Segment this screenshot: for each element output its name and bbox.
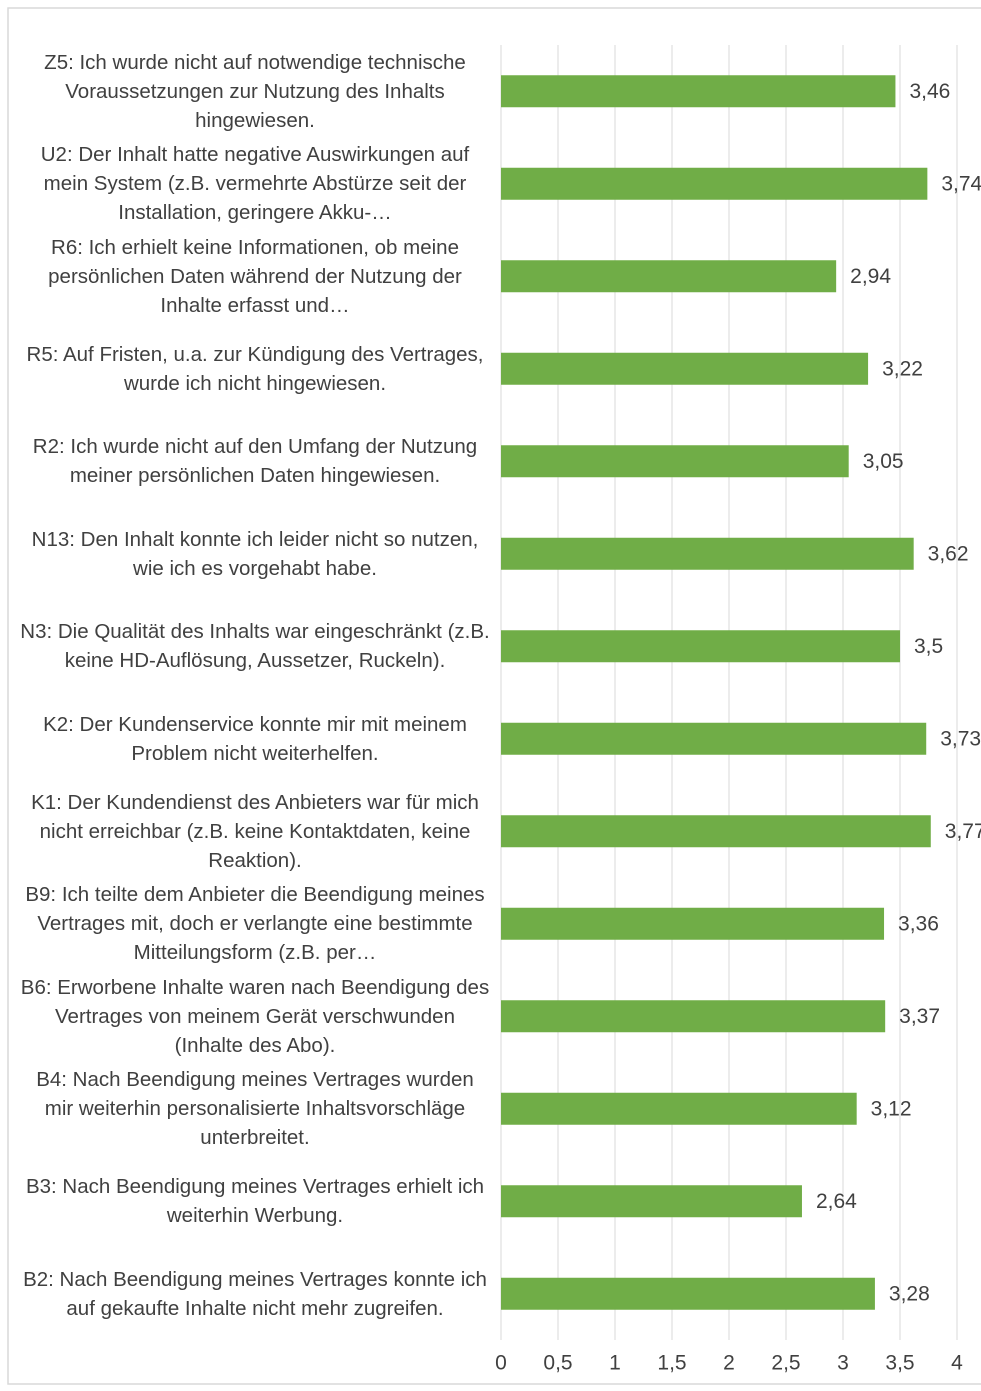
bar xyxy=(501,445,849,478)
category-text: B4: Nach Beendigung meines Vertrages wur… xyxy=(36,1068,474,1150)
bar xyxy=(501,722,927,755)
category-text: R2: Ich wurde nicht auf den Umfang der N… xyxy=(32,435,478,488)
x-tick-label: 0,5 xyxy=(543,1352,572,1375)
x-tick-label: 0 xyxy=(495,1352,507,1375)
category-text: K1: Der Kundendienst des Anbieters war f… xyxy=(31,790,479,872)
category-label: U2: Der Inhalt hatte negative Auswirkung… xyxy=(20,138,490,230)
category-text: B6: Erworbene Inhalte waren nach Beendig… xyxy=(20,975,490,1057)
value-label: 3,5 xyxy=(914,635,943,658)
category-label: N13: Den Inhalt konnte ich leider nicht … xyxy=(20,508,490,600)
category-text: B9: Ich teilte dem Anbieter die Beendigu… xyxy=(25,883,485,965)
bar xyxy=(501,815,931,848)
bar xyxy=(501,167,928,200)
bar xyxy=(501,630,900,663)
x-tick-label: 3 xyxy=(837,1352,849,1375)
x-tick-label: 1 xyxy=(609,1352,621,1375)
bar xyxy=(501,260,837,293)
category-label: B9: Ich teilte dem Anbieter die Beendigu… xyxy=(20,878,490,970)
bar xyxy=(501,1000,886,1033)
bar xyxy=(501,1277,875,1310)
value-label: 3,12 xyxy=(871,1097,912,1120)
category-label: B2: Nach Beendigung meines Vertrages kon… xyxy=(20,1248,490,1340)
value-label: 3,46 xyxy=(909,80,950,103)
category-label: B4: Nach Beendigung meines Vertrages wur… xyxy=(20,1063,490,1155)
category-text: R5: Auf Fristen, u.a. zur Kündigung des … xyxy=(26,342,484,395)
category-text: B3: Nach Beendigung meines Vertrages erh… xyxy=(25,1175,485,1228)
category-label: N3: Die Qualität des Inhalts war eingesc… xyxy=(20,600,490,692)
bar xyxy=(501,537,914,570)
x-tick-label: 4 xyxy=(951,1352,963,1375)
category-text: K2: Der Kundenservice konnte mir mit mei… xyxy=(43,712,467,765)
value-label: 3,74 xyxy=(941,172,981,195)
category-label: K2: Der Kundenservice konnte mir mit mei… xyxy=(20,693,490,785)
value-label: 3,73 xyxy=(940,727,981,750)
category-text: U2: Der Inhalt hatte negative Auswirkung… xyxy=(40,143,470,225)
value-label: 3,36 xyxy=(898,912,939,935)
category-text: B2: Nach Beendigung meines Vertrages kon… xyxy=(23,1267,487,1320)
bar xyxy=(501,1185,802,1218)
category-label: B6: Erworbene Inhalte waren nach Beendig… xyxy=(20,970,490,1062)
bar xyxy=(501,352,869,385)
value-label: 3,28 xyxy=(889,1282,930,1305)
value-label: 3,37 xyxy=(899,1005,940,1028)
category-text: N3: Die Qualität des Inhalts war eingesc… xyxy=(20,620,490,673)
x-tick-label: 3,5 xyxy=(885,1352,914,1375)
chart-frame xyxy=(7,7,981,1385)
value-label: 3,77 xyxy=(945,820,981,843)
category-label: R5: Auf Fristen, u.a. zur Kündigung des … xyxy=(20,323,490,415)
category-text: Z5: Ich wurde nicht auf notwendige techn… xyxy=(44,50,466,132)
x-tick-label: 2,5 xyxy=(771,1352,800,1375)
category-label: K1: Der Kundendienst des Anbieters war f… xyxy=(20,785,490,877)
x-tick-label: 1,5 xyxy=(657,1352,686,1375)
category-label: R6: Ich erhielt keine Informationen, ob … xyxy=(20,230,490,322)
category-text: R6: Ich erhielt keine Informationen, ob … xyxy=(48,235,462,317)
value-label: 3,62 xyxy=(928,542,969,565)
category-label: R2: Ich wurde nicht auf den Umfang der N… xyxy=(20,415,490,507)
value-label: 3,05 xyxy=(863,450,904,473)
value-label: 2,64 xyxy=(816,1190,857,1213)
category-label: B3: Nach Beendigung meines Vertrages erh… xyxy=(20,1155,490,1247)
value-label: 3,22 xyxy=(882,357,923,380)
bar xyxy=(501,1092,857,1125)
bar xyxy=(501,907,885,940)
category-text: N13: Den Inhalt konnte ich leider nicht … xyxy=(31,527,479,580)
value-label: 2,94 xyxy=(850,265,891,288)
category-label: Z5: Ich wurde nicht auf notwendige techn… xyxy=(20,45,490,137)
x-tick-label: 2 xyxy=(723,1352,735,1375)
bar xyxy=(501,75,896,108)
